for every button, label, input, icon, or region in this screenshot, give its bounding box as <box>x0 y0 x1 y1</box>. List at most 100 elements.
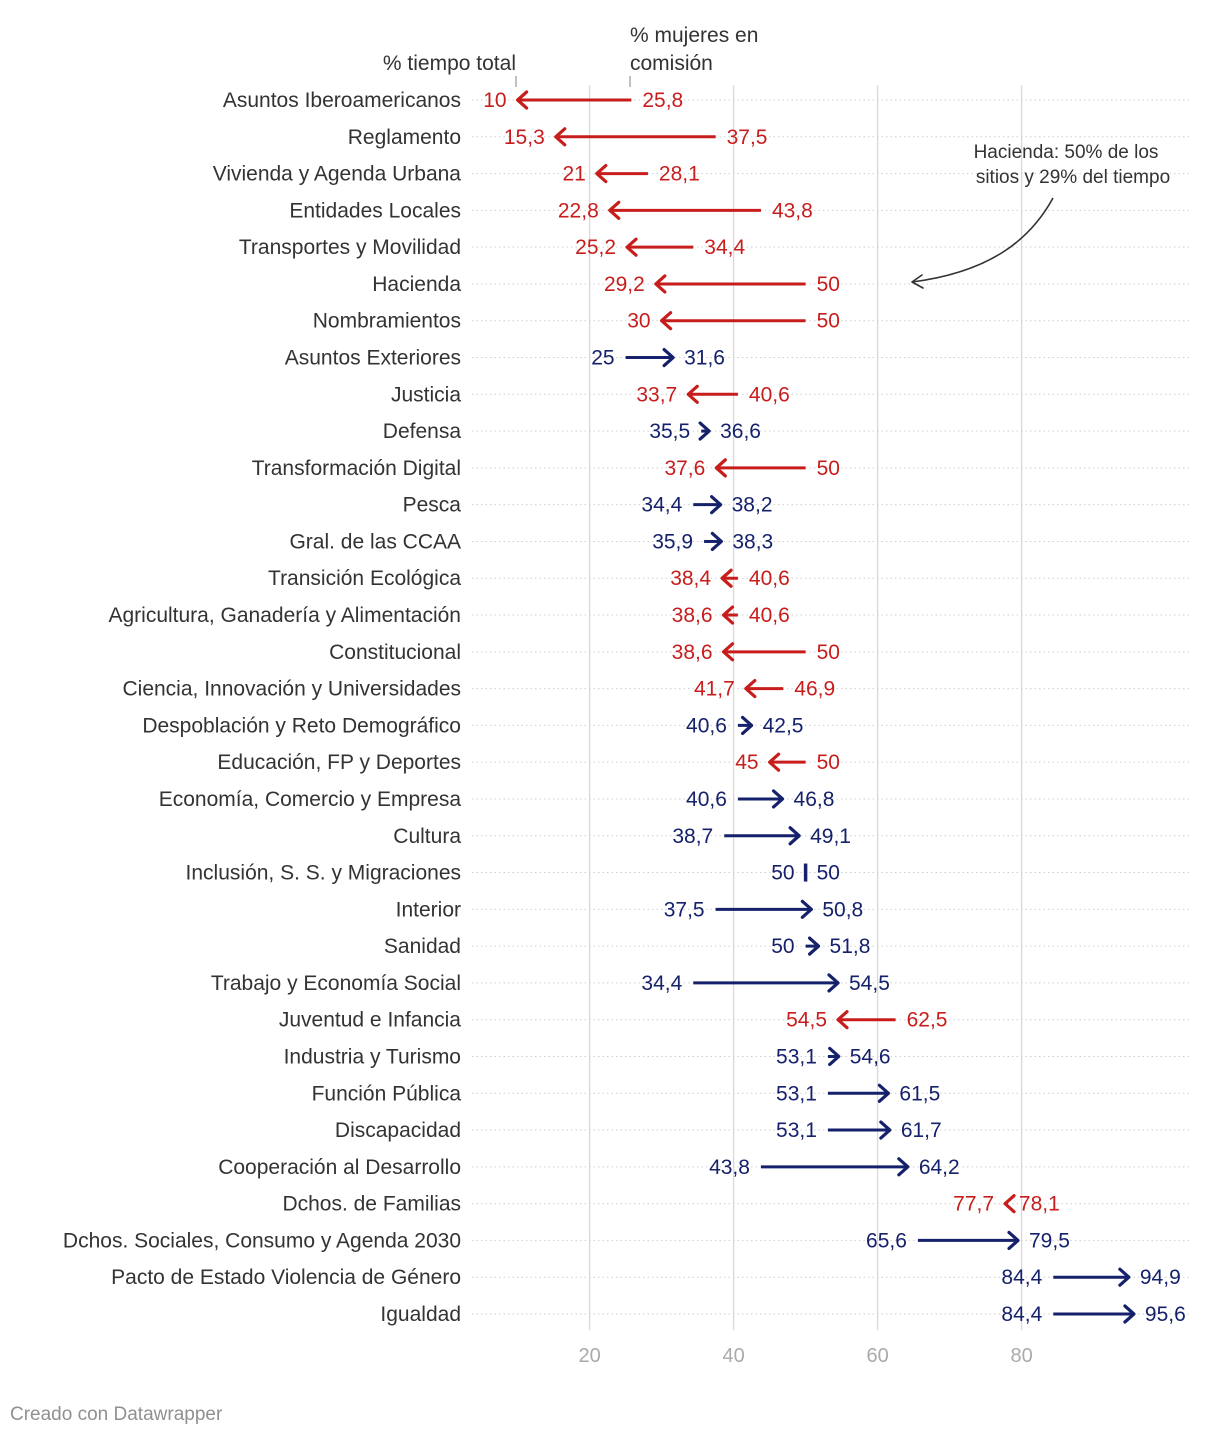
arrow-head <box>807 936 821 956</box>
value-label-left: 41,7 <box>694 678 735 701</box>
arrow-head <box>710 531 723 552</box>
value-label-left: 38,4 <box>670 567 711 590</box>
value-label-left: 25 <box>591 347 614 370</box>
row-22: Interior 37,5 50,8 <box>396 898 1190 921</box>
x-tick-label-40: 40 <box>722 1345 744 1367</box>
arrow-head <box>836 1010 849 1030</box>
value-label-right: 54,6 <box>850 1045 891 1068</box>
arrow-head <box>721 605 735 625</box>
arrow-head <box>771 789 785 809</box>
arrow-head <box>879 1120 892 1140</box>
arrow-head <box>654 274 667 294</box>
value-label-right: 95,6 <box>1145 1303 1186 1326</box>
value-label-right: 50 <box>817 310 840 333</box>
category-label: Educación, FP y Deportes <box>217 751 461 774</box>
value-label-right: 49,1 <box>810 825 851 848</box>
arrow-head <box>800 899 813 919</box>
category-label: Constitucional <box>329 641 461 664</box>
value-label-right: 31,6 <box>684 347 725 370</box>
value-label-right: 40,6 <box>749 567 790 590</box>
category-label: Juventud e Infancia <box>279 1009 461 1032</box>
arrow-head <box>714 458 727 478</box>
arrow-head <box>595 163 608 184</box>
row-21: Inclusión, S. S. y Migraciones 50 50 <box>186 862 1190 885</box>
value-label-right: 46,9 <box>794 678 835 701</box>
value-label-left: 25,2 <box>575 236 616 259</box>
category-label: Hacienda <box>372 273 461 296</box>
value-label-left: 84,4 <box>1001 1303 1042 1326</box>
value-label-left: 65,6 <box>866 1229 907 1252</box>
value-label-left: 40,6 <box>686 788 727 811</box>
category-label: Nombramientos <box>313 310 461 333</box>
x-tick-label-60: 60 <box>866 1345 888 1367</box>
value-label-left: 21 <box>562 163 585 186</box>
value-label-right: 78,1 <box>1019 1193 1060 1216</box>
annotation: Hacienda: 50% de los sitios y 29% del ti… <box>911 142 1170 289</box>
value-label-right: 50 <box>817 751 840 774</box>
category-label: Trabajo y Economía Social <box>211 972 461 995</box>
value-label-left: 30 <box>627 310 650 333</box>
value-label-left: 50 <box>771 935 794 958</box>
value-label-left: 54,5 <box>786 1009 827 1032</box>
x-tick-label-20: 20 <box>578 1345 600 1367</box>
category-label: Asuntos Exteriores <box>285 347 461 370</box>
value-label-left: 33,7 <box>636 383 677 406</box>
row-14: Agricultura, Ganadería y Alimentación 38,… <box>108 604 1190 627</box>
row-30: Dchos. de Familias 77,7 78,1 <box>282 1193 1190 1216</box>
value-label-right: 79,5 <box>1029 1229 1070 1252</box>
row-17: Despoblación y Reto Demográfico 40,6 42,5 <box>142 714 1190 737</box>
arrow-head <box>1007 1230 1020 1251</box>
footer-credit: Creado con Datawrapper <box>10 1404 223 1425</box>
value-label-right: 34,4 <box>704 236 745 259</box>
row-19: Economía, Comercio y Empresa 40,6 46,8 <box>159 788 1190 811</box>
category-label: Sanidad <box>384 935 461 958</box>
arrow-head <box>710 495 723 515</box>
category-label: Pacto de Estado Violencia de Género <box>111 1266 461 1289</box>
header-end-label-line2: comisión <box>630 52 713 75</box>
rows-layer: Asuntos Iberoamericanos 10 25,8 Reglamento 1… <box>63 89 1190 1326</box>
value-label-right: 61,5 <box>899 1082 940 1105</box>
value-label-right: 36,6 <box>720 420 761 443</box>
category-label: Gral. de las CCAA <box>289 530 461 553</box>
row-10: Transformación Digital 37,6 50 <box>252 457 1190 480</box>
value-label-right: 38,3 <box>732 530 773 553</box>
row-20: Cultura 38,7 49,1 <box>393 825 1190 848</box>
row-4: Transportes y Movilidad 25,2 34,4 <box>239 236 1190 259</box>
value-label-left: 77,7 <box>953 1193 994 1216</box>
category-label: Dchos. Sociales, Consumo y Agenda 2030 <box>63 1229 461 1252</box>
value-label-left: 38,6 <box>672 604 713 627</box>
header-end-label-line1: % mujeres en <box>630 24 758 47</box>
category-label: Dchos. de Familias <box>282 1193 461 1216</box>
row-9: Defensa 35,5 36,6 <box>383 420 1190 443</box>
row-28: Discapacidad 53,1 61,7 <box>335 1119 1190 1142</box>
category-label: Inclusión, S. S. y Migraciones <box>186 862 461 885</box>
row-2: Vivienda y Agenda Urbana 21 28,1 <box>213 163 1190 186</box>
row-27: Función Pública 53,1 61,5 <box>312 1082 1190 1105</box>
row-0: Asuntos Iberoamericanos 10 25,8 <box>223 89 1190 112</box>
arrow-head <box>741 715 754 735</box>
value-label-right: 38,2 <box>732 494 773 517</box>
value-label-left: 53,1 <box>776 1082 817 1105</box>
arrow-head <box>1123 1304 1136 1324</box>
value-label-left: 22,8 <box>558 199 599 222</box>
arrow-head <box>662 347 675 368</box>
row-12: Gral. de las CCAA 35,9 38,3 <box>289 530 1190 553</box>
value-label-left: 10 <box>483 89 506 112</box>
annotation-line1: Hacienda: 50% de los <box>974 142 1159 163</box>
arrow-head <box>1118 1267 1131 1287</box>
row-29: Cooperación al Desarrollo 43,8 64,2 <box>218 1156 1190 1179</box>
value-label-left: 15,3 <box>504 126 545 149</box>
category-label: Defensa <box>383 420 462 443</box>
arrow-head <box>516 90 529 110</box>
value-label-right: 43,8 <box>772 199 813 222</box>
value-label-right: 46,8 <box>794 788 835 811</box>
value-label-right: 64,2 <box>919 1156 960 1179</box>
category-label: Función Pública <box>312 1082 462 1105</box>
annotation-arrow-head <box>911 274 924 289</box>
category-label: Transición Ecológica <box>268 567 461 590</box>
category-label: Despoblación y Reto Demográfico <box>142 714 461 737</box>
category-label: Discapacidad <box>335 1119 461 1142</box>
arrow-head <box>660 311 673 331</box>
value-label-right: 62,5 <box>907 1009 948 1032</box>
